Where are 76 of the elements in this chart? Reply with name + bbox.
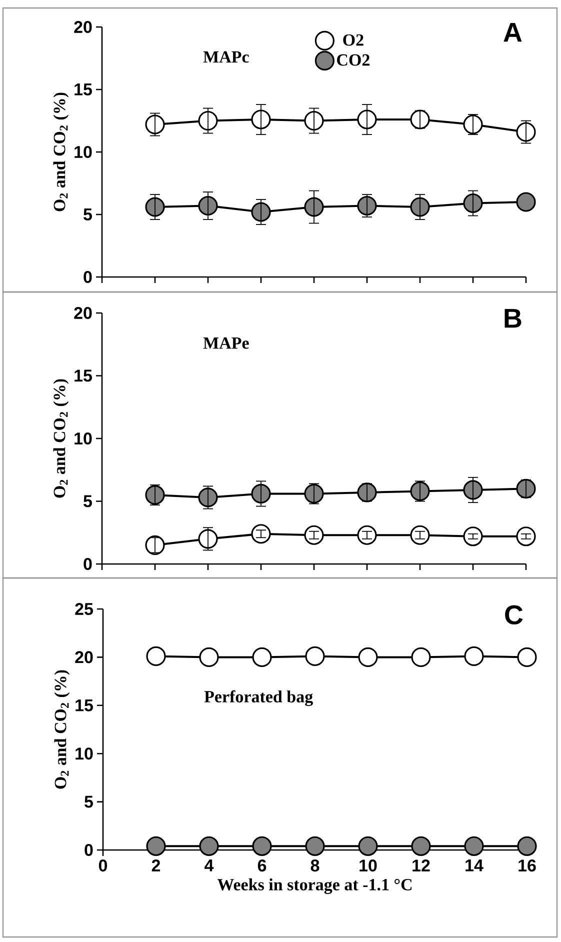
y-tick-label: 0 <box>84 270 92 284</box>
y-tick-label: 20 <box>74 306 92 320</box>
y-tick-label: 10 <box>74 432 92 445</box>
x-tick-label: 12 <box>412 860 430 872</box>
point <box>358 836 378 856</box>
annotation: MAPc <box>203 51 249 63</box>
annotation: A <box>504 23 522 42</box>
y-tick-label: 5 <box>84 208 92 220</box>
point <box>410 110 430 130</box>
point <box>145 485 165 505</box>
point <box>145 114 165 134</box>
point <box>357 196 377 216</box>
y-tick-label: 20 <box>74 20 92 34</box>
point <box>252 647 272 667</box>
point <box>516 122 536 142</box>
x-tick-label: 8 <box>310 860 320 872</box>
x-tick-label: 16 <box>518 860 536 872</box>
point <box>464 646 484 666</box>
point <box>146 646 166 666</box>
y-axis-title: O$_{2}$ and CO$_{2}$ (%) <box>53 379 69 498</box>
point <box>199 647 219 667</box>
x-tick-label: 14 <box>466 860 484 872</box>
point <box>516 526 536 546</box>
x-axis-title: Weeks in storage at -1.1 °C <box>217 878 412 894</box>
y-tick-label: 10 <box>76 748 93 760</box>
point <box>463 114 483 134</box>
legend-label: CO2 <box>337 54 370 66</box>
x-tick-label: 4 <box>204 860 214 872</box>
y-axis-title: O$_{2}$ and CO$_{2}$ (%) <box>54 670 70 789</box>
point <box>251 202 271 222</box>
point <box>357 482 377 502</box>
point <box>463 193 483 214</box>
point <box>410 481 430 502</box>
y-tick-label: 15 <box>74 370 92 382</box>
y-axis-title: O$_{2}$ and CO$_{2}$ (%) <box>53 92 69 212</box>
legend-label: O2 <box>343 34 364 46</box>
point <box>304 197 324 217</box>
x-tick-label: 10 <box>360 860 377 872</box>
y-tick-label: 15 <box>76 699 93 712</box>
annotation: B <box>504 308 522 328</box>
point <box>358 647 378 667</box>
point <box>146 836 166 856</box>
point <box>517 836 537 856</box>
point <box>304 484 324 504</box>
point <box>516 478 536 498</box>
point <box>305 646 325 666</box>
point <box>357 110 377 130</box>
point <box>464 836 484 856</box>
point <box>516 192 536 212</box>
x-tick-label: 2 <box>152 860 160 872</box>
annotation: MAPe <box>203 337 249 349</box>
point <box>145 197 165 217</box>
point <box>411 647 431 667</box>
y-tick-label: 15 <box>74 84 92 96</box>
point <box>517 647 537 667</box>
y-tick-label: 20 <box>75 651 93 664</box>
point <box>463 480 483 500</box>
point <box>463 526 483 546</box>
point <box>199 836 219 856</box>
x-tick-label: 0 <box>98 860 108 872</box>
point <box>305 836 325 856</box>
point <box>252 836 272 856</box>
y-tick-label: 0 <box>84 844 93 856</box>
y-tick-label: 5 <box>84 495 92 508</box>
y-tick-label: 0 <box>84 558 92 570</box>
y-tick-label: 25 <box>75 602 93 616</box>
annotation: Perforated bag <box>204 690 313 706</box>
point <box>304 110 324 131</box>
point <box>251 484 271 504</box>
point <box>251 110 271 130</box>
point <box>411 836 431 856</box>
point <box>410 197 430 217</box>
annotation: C <box>505 605 523 624</box>
y-tick-label: 5 <box>84 796 93 808</box>
x-tick-label: 6 <box>258 860 266 872</box>
y-tick-label: 10 <box>74 146 92 158</box>
